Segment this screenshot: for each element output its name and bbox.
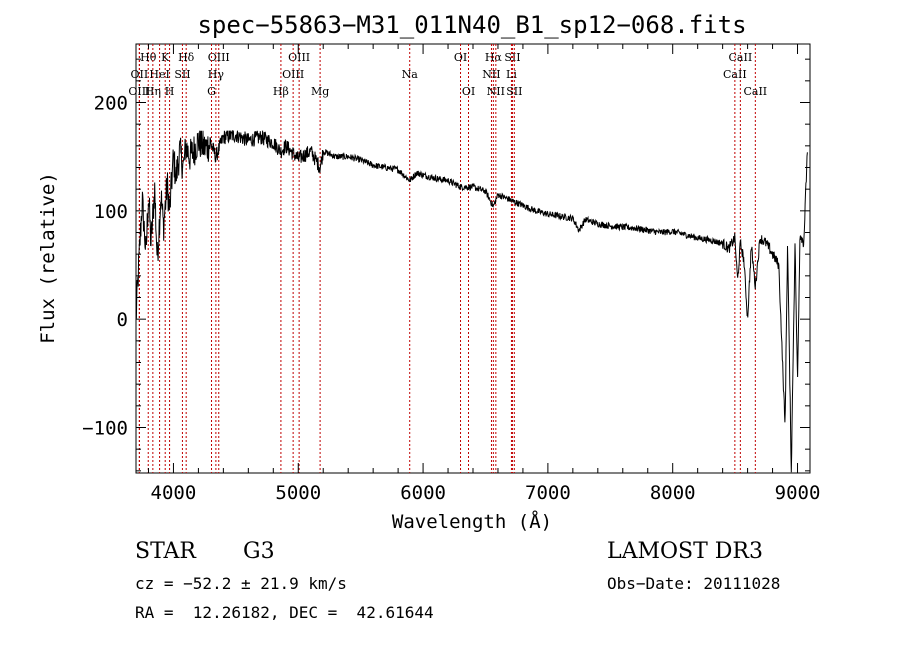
survey-name: LAMOST DR3 bbox=[607, 539, 763, 564]
y-axis-label: Flux (relative) bbox=[37, 172, 59, 344]
line-marker-label: Hη bbox=[145, 85, 161, 98]
line-marker-label: Hθ bbox=[140, 51, 157, 64]
line-marker-label: SII bbox=[504, 51, 520, 64]
line-marker-label: OIII bbox=[282, 68, 304, 81]
line-marker-label: CaII bbox=[743, 85, 767, 98]
line-marker-label: Hβ bbox=[273, 85, 289, 98]
line-marker-label: OI bbox=[454, 51, 467, 64]
y-tick-label: 100 bbox=[94, 201, 128, 223]
sky-coordinates: RA = 12.26182, DEC = 42.61644 bbox=[135, 603, 434, 622]
y-tick-label: 200 bbox=[94, 93, 128, 115]
line-marker-label: OIII bbox=[128, 85, 150, 98]
x-tick-label: 9000 bbox=[775, 482, 821, 504]
line-marker-label: NII bbox=[482, 68, 500, 81]
line-marker-label: CaII bbox=[723, 68, 747, 81]
observation-date: Obs−Date: 20111028 bbox=[607, 574, 781, 593]
y-tick-label: 0 bbox=[117, 309, 128, 331]
object-subclass: G3 bbox=[243, 539, 275, 564]
line-marker-label: OIII bbox=[288, 51, 310, 64]
plot-frame bbox=[135, 43, 811, 474]
flux-series-line bbox=[135, 130, 808, 473]
line-marker-label: CaII bbox=[729, 51, 753, 64]
line-markers: Hθ OII OIII K HeI Hη Hδ SII H OIII Hγ G OIII OIII Hβ Mg… bbox=[128, 44, 767, 473]
line-marker-label: OI bbox=[462, 85, 475, 98]
object-class: STAR bbox=[135, 539, 196, 564]
line-marker-label: NII bbox=[487, 85, 505, 98]
line-marker-label: Hα bbox=[485, 51, 503, 64]
x-axis-label: Wavelength (Å) bbox=[392, 510, 552, 533]
line-marker-label: Li bbox=[506, 68, 517, 81]
x-tick-label: 6000 bbox=[400, 482, 446, 504]
line-marker-label: G bbox=[207, 85, 216, 98]
x-tick-label: 7000 bbox=[525, 482, 571, 504]
x-tick-label: 5000 bbox=[275, 482, 321, 504]
redshift-velocity: cz = −52.2 ± 21.9 km/s bbox=[135, 574, 347, 593]
x-tick-label: 4000 bbox=[151, 482, 197, 504]
line-marker-label: Hγ bbox=[208, 68, 225, 81]
axis-ticks: 4000 5000 6000 7000 8000 9000 −100 0 100 200 bbox=[82, 44, 820, 504]
line-marker-label: HeI bbox=[149, 68, 169, 81]
line-marker-label: SII bbox=[174, 68, 190, 81]
line-marker-label: Hδ bbox=[178, 51, 195, 64]
line-marker-label: OII bbox=[131, 68, 149, 81]
chart-title: spec−55863−M31_011N40_B1_sp12−068.fits bbox=[197, 11, 746, 39]
line-marker-label: Mg bbox=[311, 85, 329, 98]
line-marker-label: OIII bbox=[208, 51, 230, 64]
line-marker-label: K bbox=[161, 51, 170, 64]
line-marker-label: H bbox=[165, 85, 175, 98]
line-marker-label: Na bbox=[402, 68, 419, 81]
x-tick-label: 8000 bbox=[650, 482, 696, 504]
y-tick-label: −100 bbox=[82, 418, 128, 440]
line-marker-label: SII bbox=[506, 85, 522, 98]
